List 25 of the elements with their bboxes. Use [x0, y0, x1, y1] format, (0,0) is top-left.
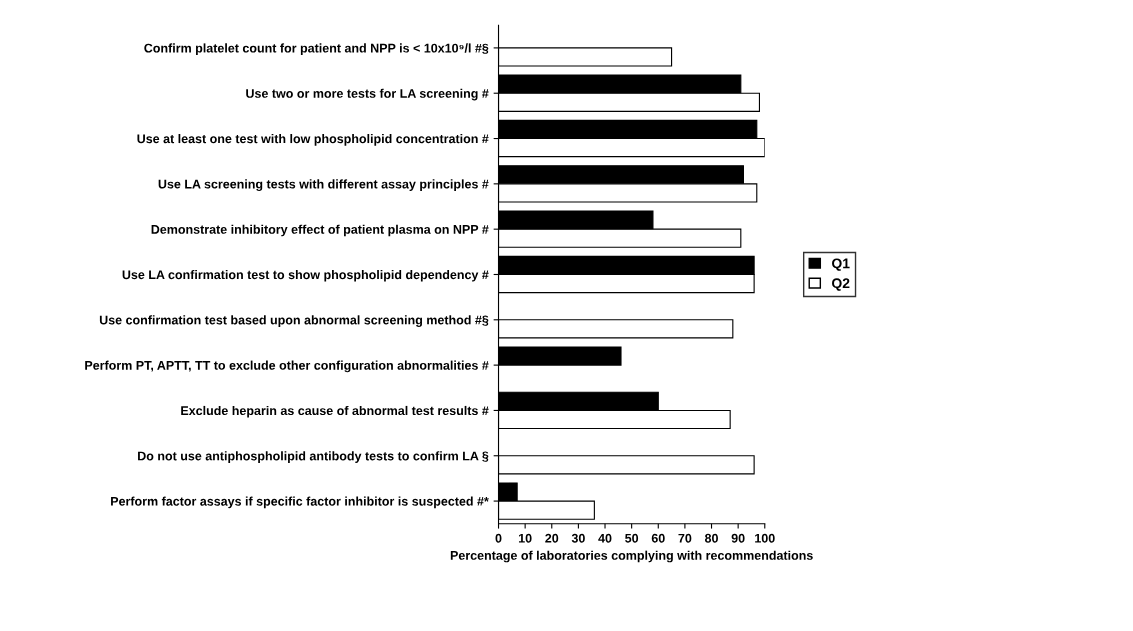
y-tick-label: Perform PT, APTT, TT to exclude other configuration abnormalities #	[85, 360, 489, 373]
x-tick-label: 10	[518, 533, 532, 543]
y-tick-label: Use confirmation test based upon abnormal screening method #§	[99, 315, 489, 327]
y-tick-label: Use two or more tests for LA screening #	[246, 88, 489, 101]
x-tick-label: 70	[678, 533, 692, 543]
x-tick-label: 40	[598, 533, 612, 543]
y-tick-label: Do not use antiphospholipid antibody tests to confirm LA §	[138, 451, 489, 463]
legend-label: Q1	[832, 258, 850, 271]
y-tick-label: Confirm platelet count for patient and NPP is < 10x10⁹/l #§	[144, 43, 489, 56]
x-tick-label: 90	[731, 533, 745, 543]
y-tick-label: Use LA confirmation test to show phospholipid dependency #	[122, 269, 489, 282]
legend-label: Q2	[832, 278, 850, 291]
x-tick-label: 60	[651, 533, 665, 543]
x-tick-label: 30	[571, 533, 585, 543]
y-tick-label: Perform factor assays if specific factor inhibitor is suspected #*	[111, 496, 489, 509]
y-tick-label: Demonstrate inhibitory effect of patient plasma on NPP #	[151, 224, 489, 237]
y-tick-label: Use at least one test with low phospholipid concentration #	[137, 134, 489, 146]
x-tick-label: 50	[625, 533, 639, 543]
x-tick-label: 80	[704, 533, 718, 543]
y-tick-label: Exclude heparin as cause of abnormal test results #	[181, 405, 489, 418]
y-tick-label: Use LA screening tests with different assay principles #	[158, 179, 489, 192]
x-tick-label: 0	[495, 533, 502, 543]
x-axis-title: Percentage of laboratories complying with recommendations	[450, 550, 813, 563]
x-tick-label: 20	[545, 533, 559, 543]
x-tick-label: 100	[755, 533, 775, 543]
